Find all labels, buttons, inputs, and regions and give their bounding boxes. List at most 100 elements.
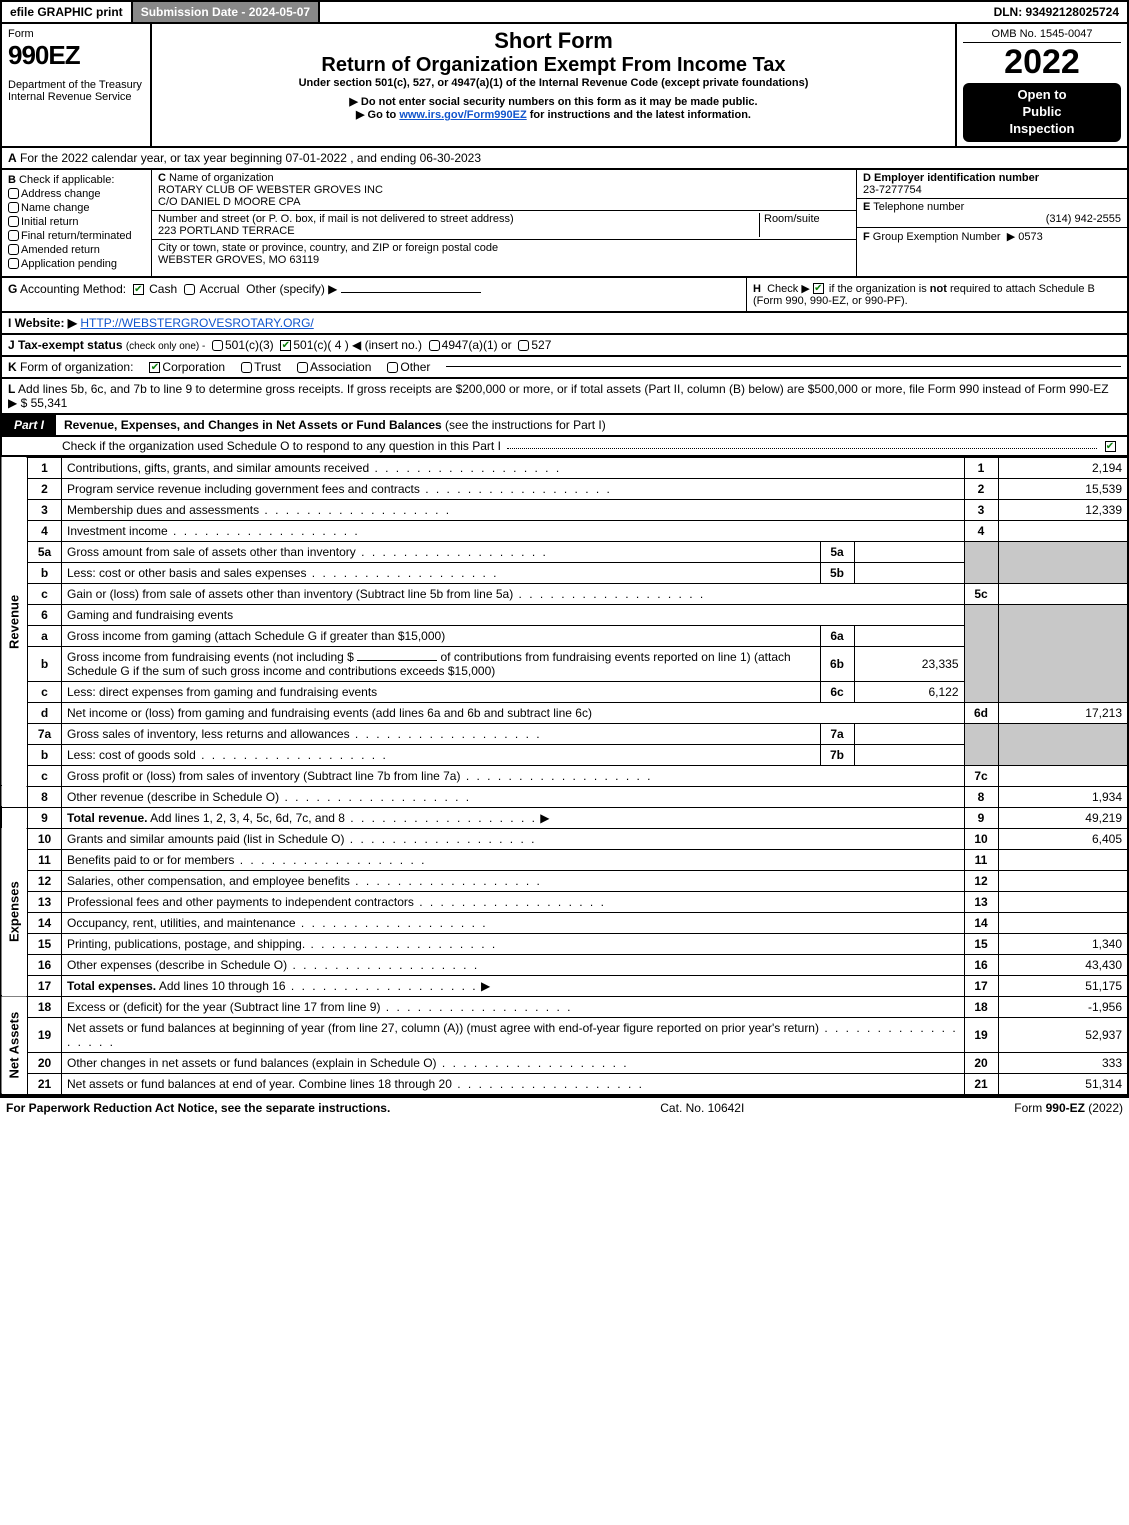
phone-row: E Telephone number (314) 942-2555 — [857, 199, 1127, 228]
form-subtitle: Under section 501(c), 527, or 4947(a)(1)… — [158, 77, 949, 89]
line2-num: 2 — [28, 478, 62, 499]
line14-rn: 14 — [964, 912, 998, 933]
dept-treasury: Department of the Treasury — [8, 79, 144, 91]
chk-corporation[interactable] — [149, 362, 160, 373]
line19-rn: 19 — [964, 1017, 998, 1052]
header-left: Form 990EZ Department of the Treasury In… — [2, 24, 152, 146]
part1-title2: (see the instructions for Part I) — [445, 418, 606, 432]
line5b-iv — [854, 562, 964, 583]
line7b-desc: Less: cost of goods sold — [62, 744, 821, 765]
line17-amount: 51,175 — [998, 975, 1128, 996]
chk-initial-return[interactable]: Initial return — [8, 216, 145, 228]
chk-address-change[interactable]: Address change — [8, 188, 145, 200]
line13-rn: 13 — [964, 891, 998, 912]
open-line1: Open to — [1017, 87, 1066, 102]
row-k: K Form of organization: Corporation Trus… — [0, 357, 1129, 379]
h-not: not — [930, 283, 947, 295]
ein: 23-7277754 — [863, 184, 922, 196]
goto-pre: Go to — [368, 109, 400, 121]
website-link[interactable]: HTTP://WEBSTERGROVESROTARY.ORG/ — [80, 316, 313, 330]
open-line2: Public — [1022, 104, 1061, 119]
row-i: I Website: ▶ HTTP://WEBSTERGROVESROTARY.… — [0, 313, 1129, 335]
j-o4: 527 — [531, 338, 551, 352]
i-label: I Website: ▶ — [8, 316, 77, 330]
line18-num: 18 — [28, 996, 62, 1017]
line10-desc: Grants and similar amounts paid (list in… — [62, 828, 965, 849]
goto-line: Go to www.irs.gov/Form990EZ for instruct… — [158, 108, 949, 121]
expenses-section-label: Expenses — [1, 828, 28, 996]
line20-amount: 333 — [998, 1052, 1128, 1073]
chk-amended-return[interactable]: Amended return — [8, 244, 145, 256]
line10-amount: 6,405 — [998, 828, 1128, 849]
chk-name-change[interactable]: Name change — [8, 202, 145, 214]
line7c-rn: 7c — [964, 765, 998, 786]
k-label: K — [8, 360, 17, 374]
line12-num: 12 — [28, 870, 62, 891]
omb-number: OMB No. 1545-0047 — [963, 28, 1121, 43]
line5a-desc: Gross amount from sale of assets other t… — [62, 541, 821, 562]
line7a-iv — [854, 723, 964, 744]
chk-other-org[interactable] — [387, 362, 398, 373]
line18-rn: 18 — [964, 996, 998, 1017]
line6b-iv: 23,335 — [854, 646, 964, 681]
line7a-num: 7a — [28, 723, 62, 744]
chk-527[interactable] — [518, 340, 529, 351]
form-header: Form 990EZ Department of the Treasury In… — [0, 24, 1129, 148]
city: WEBSTER GROVES, MO 63119 — [158, 254, 319, 266]
g-accrual: Accrual — [199, 282, 239, 296]
line7a-in: 7a — [820, 723, 854, 744]
footer-center: Cat. No. 10642I — [660, 1101, 744, 1115]
d-heading: Employer identification number — [874, 172, 1039, 184]
chk-cash[interactable] — [133, 284, 144, 295]
line6b-in: 6b — [820, 646, 854, 681]
d-label: D — [863, 172, 871, 184]
k-other-blank[interactable] — [446, 366, 1121, 367]
line13-desc: Professional fees and other payments to … — [62, 891, 965, 912]
line3-rn: 3 — [964, 499, 998, 520]
line19-num: 19 — [28, 1017, 62, 1052]
chk-association[interactable] — [297, 362, 308, 373]
footer-left: For Paperwork Reduction Act Notice, see … — [6, 1101, 390, 1115]
f-arrow: ▶ — [1007, 231, 1015, 243]
line1-amount: 2,194 — [998, 457, 1128, 478]
line14-num: 14 — [28, 912, 62, 933]
line5c-rn: 5c — [964, 583, 998, 604]
line8-amount: 1,934 — [998, 786, 1128, 807]
chk-501c[interactable] — [280, 340, 291, 351]
chk-final-return[interactable]: Final return/terminated — [8, 230, 145, 242]
line1-desc: Contributions, gifts, grants, and simila… — [62, 457, 965, 478]
chk-trust[interactable] — [241, 362, 252, 373]
line12-rn: 12 — [964, 870, 998, 891]
line6c-in: 6c — [820, 681, 854, 702]
line14-desc: Occupancy, rent, utilities, and maintena… — [62, 912, 965, 933]
line21-desc: Net assets or fund balances at end of ye… — [62, 1073, 965, 1095]
k-text: Form of organization: — [20, 360, 133, 374]
chk-h[interactable] — [813, 283, 824, 294]
efile-print[interactable]: efile GRAPHIC print — [2, 2, 133, 22]
g-other-blank[interactable] — [341, 292, 481, 293]
chk-accrual[interactable] — [184, 284, 195, 295]
line12-desc: Salaries, other compensation, and employ… — [62, 870, 965, 891]
b-label: B — [8, 174, 16, 186]
line21-amount: 51,314 — [998, 1073, 1128, 1095]
f-label: F — [863, 231, 870, 243]
irs-label: Internal Revenue Service — [8, 91, 144, 103]
part1-header: Part I Revenue, Expenses, and Changes in… — [0, 415, 1129, 437]
chk-schedule-o[interactable] — [1105, 441, 1116, 452]
chk-501c3[interactable] — [212, 340, 223, 351]
line7-shaded-amt — [998, 723, 1128, 765]
chk-4947[interactable] — [429, 340, 440, 351]
h-label: H — [753, 283, 761, 295]
line9-num: 9 — [28, 807, 62, 828]
k-trust: Trust — [254, 360, 281, 374]
line17-num: 17 — [28, 975, 62, 996]
l-value: $ 55,341 — [21, 396, 68, 410]
line4-rn: 4 — [964, 520, 998, 541]
line6c-iv: 6,122 — [854, 681, 964, 702]
line9-amount: 49,219 — [998, 807, 1128, 828]
f-value: 0573 — [1018, 231, 1042, 243]
irs-link[interactable]: www.irs.gov/Form990EZ — [399, 109, 526, 121]
column-b: B Check if applicable: Address change Na… — [2, 170, 152, 276]
line19-desc: Net assets or fund balances at beginning… — [62, 1017, 965, 1052]
chk-application-pending[interactable]: Application pending — [8, 258, 145, 270]
